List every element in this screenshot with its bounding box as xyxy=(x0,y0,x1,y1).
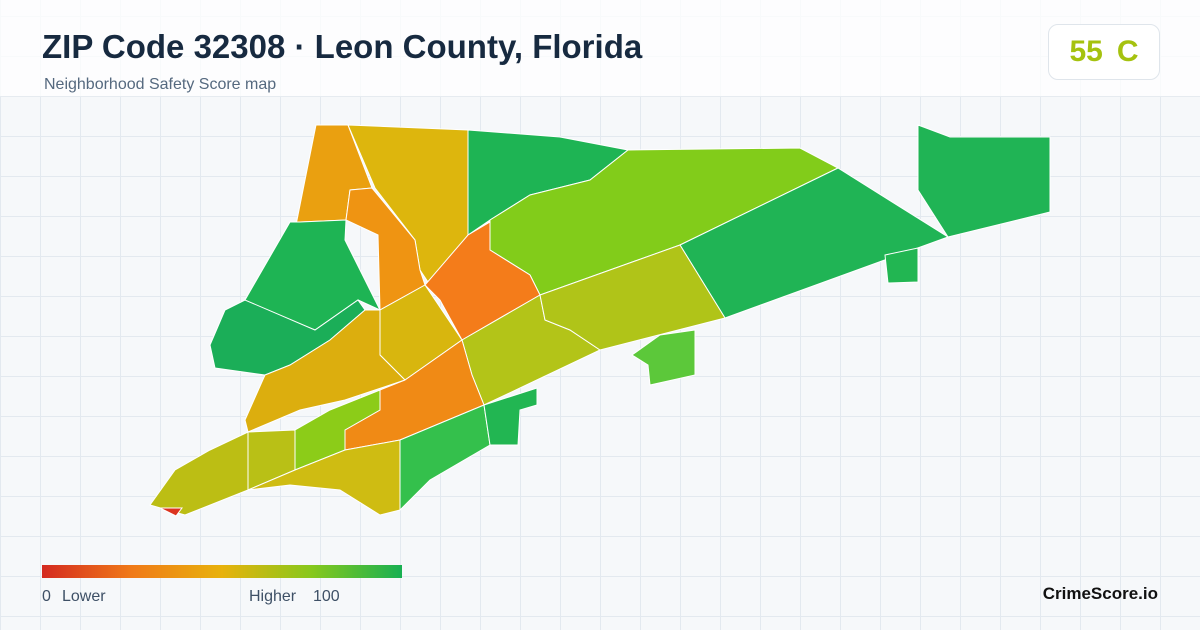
map-region xyxy=(884,247,919,284)
legend-min: 0 xyxy=(42,588,51,605)
score-value: 55 xyxy=(1069,35,1103,68)
map-region xyxy=(149,431,249,516)
map-region xyxy=(539,244,726,351)
legend-gradient xyxy=(42,565,402,578)
score-grade: C xyxy=(1116,35,1139,68)
score-badge: 55 C xyxy=(1048,24,1160,80)
brand: CrimeScore.io xyxy=(1042,584,1158,603)
legend-max: 100 xyxy=(313,588,340,605)
map-region xyxy=(159,507,183,517)
legend-max-label: Higher xyxy=(249,588,297,605)
header: ZIP Code 32308 · Leon County, Florida Ne… xyxy=(0,0,1200,97)
legend-min-label: Lower xyxy=(62,588,106,605)
title: ZIP Code 32308 · Leon County, Florida xyxy=(42,28,643,65)
map-region xyxy=(631,329,696,386)
map-region xyxy=(917,124,1051,238)
map-region xyxy=(399,404,491,512)
map-region xyxy=(244,309,406,433)
subtitle: Neighborhood Safety Score map xyxy=(44,76,277,93)
map-region xyxy=(483,387,538,446)
